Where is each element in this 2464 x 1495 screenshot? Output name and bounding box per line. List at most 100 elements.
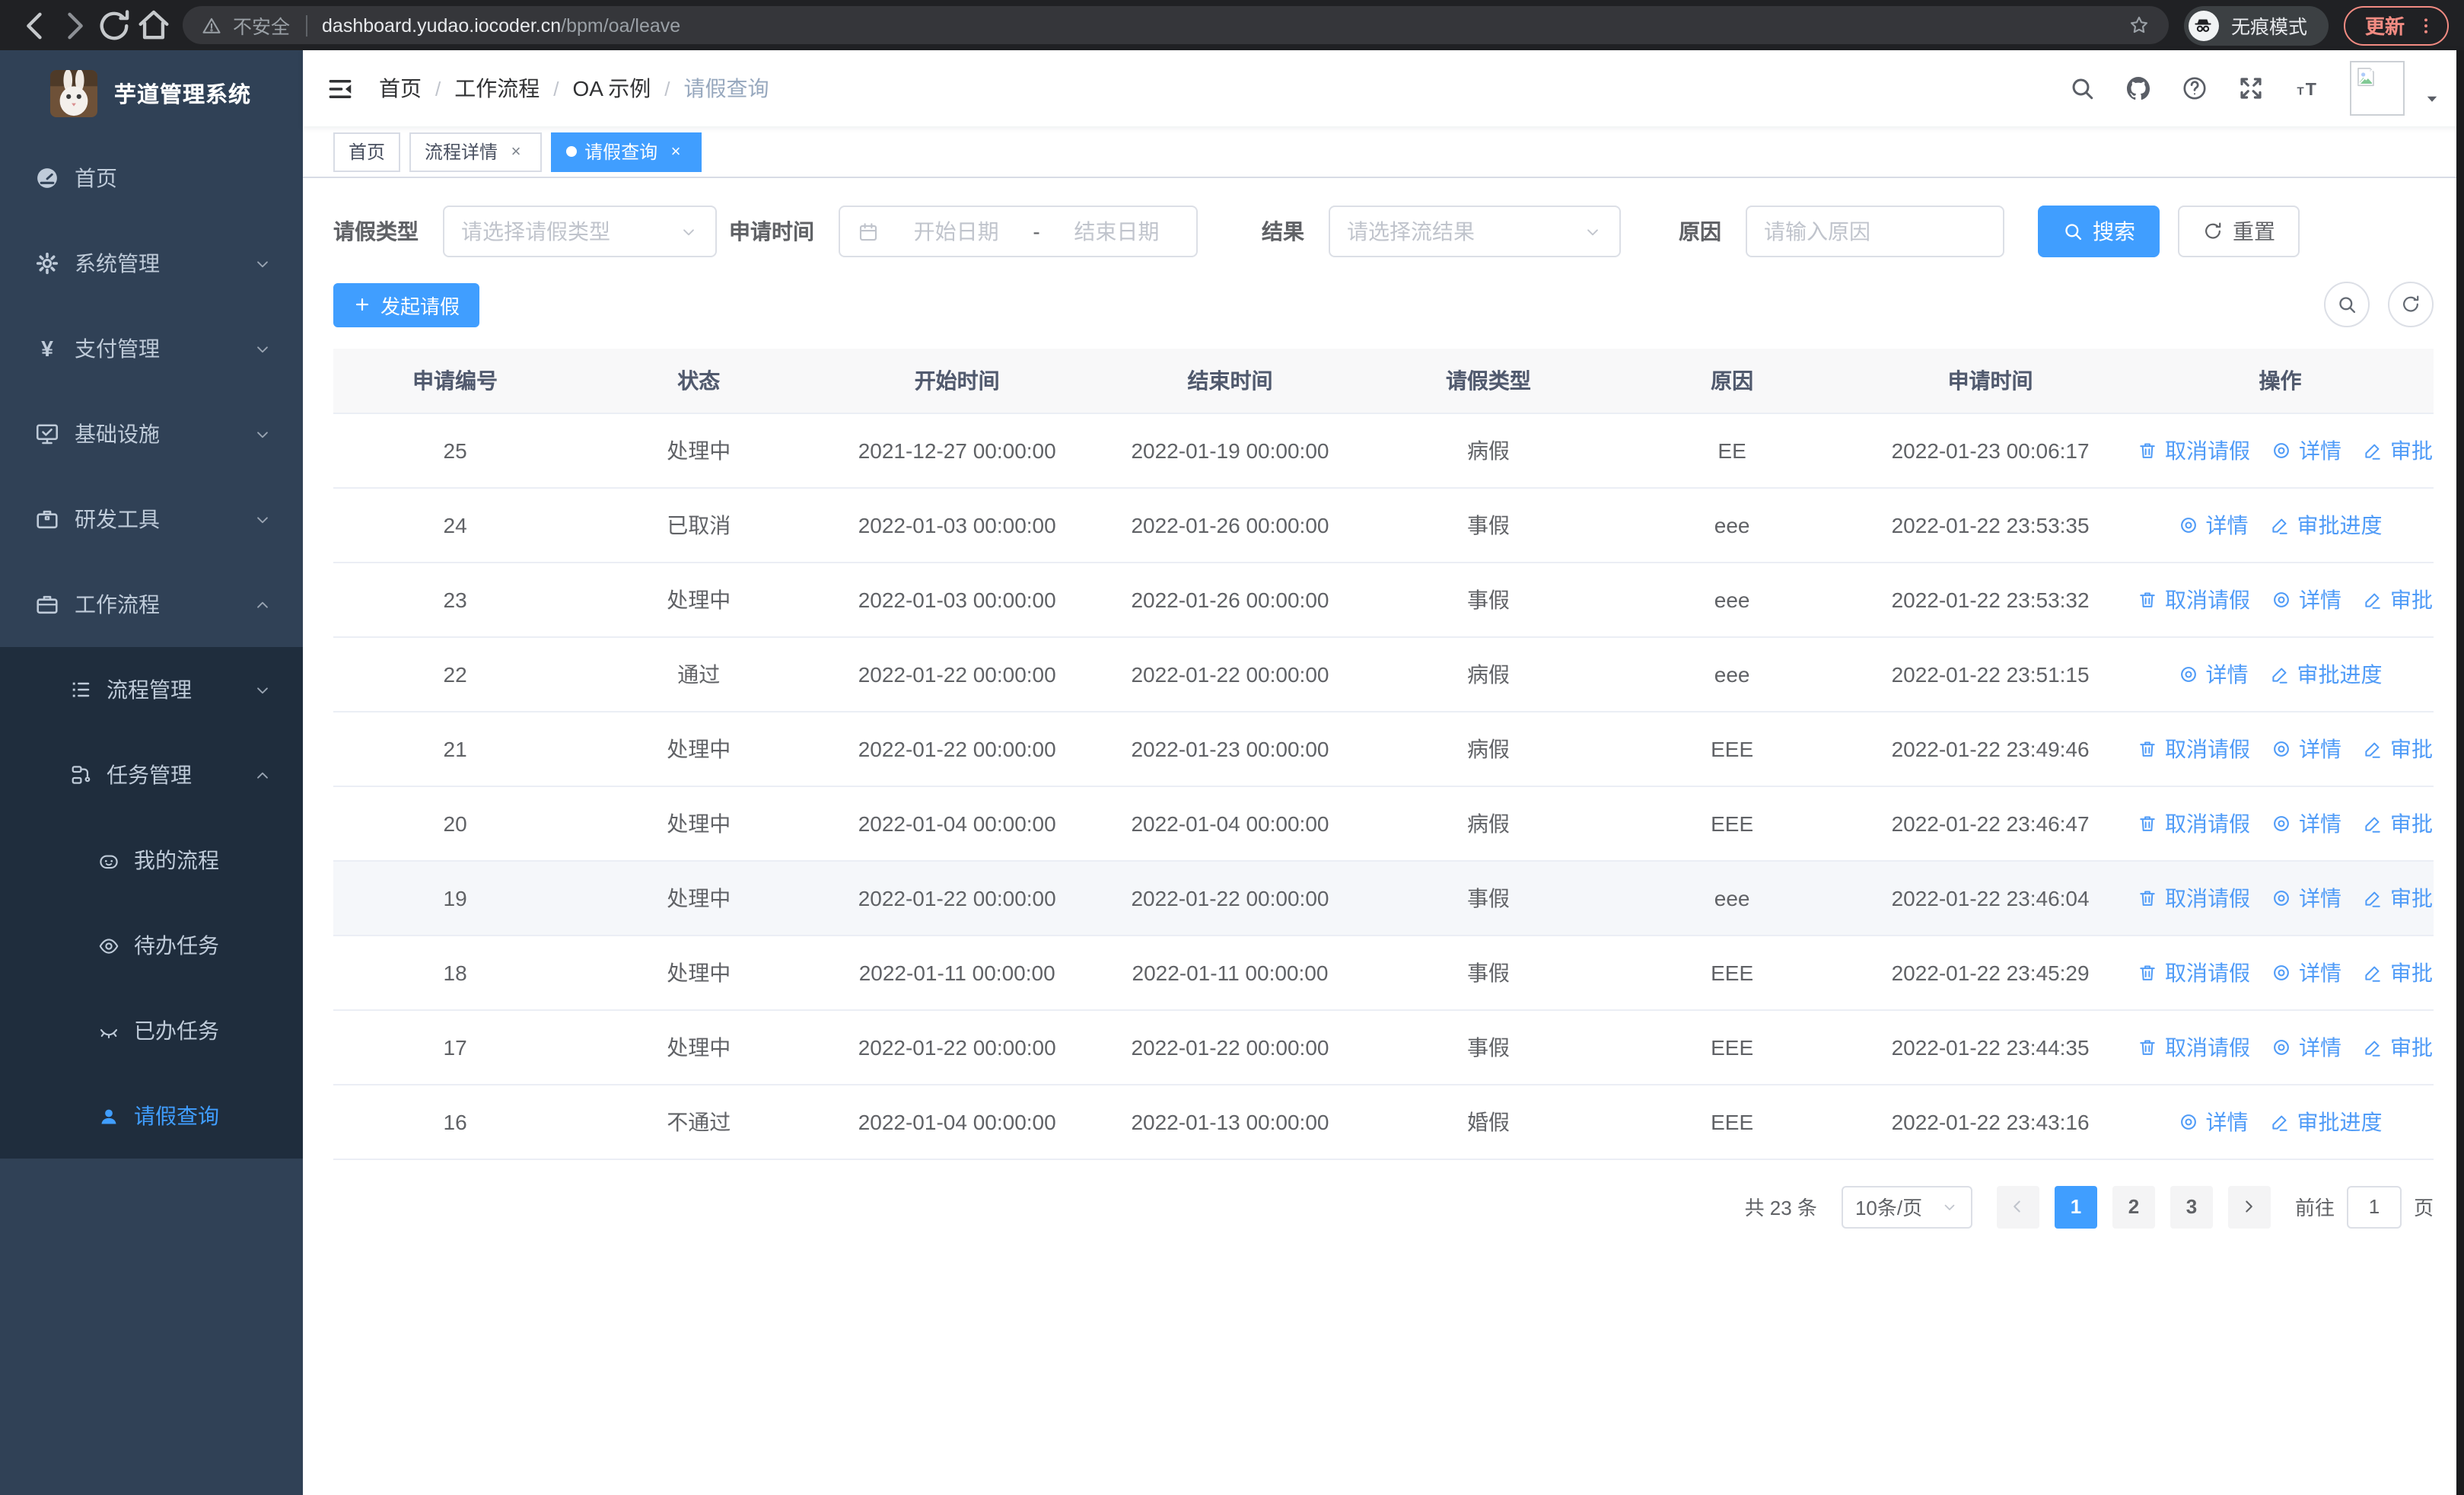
breadcrumb-item[interactable]: 工作流程 [454,76,540,100]
action-cancel-link[interactable]: 取消请假 [2138,808,2250,838]
cell-id: 16 [333,1084,578,1159]
tab-process-detail[interactable]: 流程详情 × [409,132,543,171]
bookmark-star-icon[interactable] [2128,14,2150,37]
action-progress-link[interactable]: 审批进度 [2363,957,2434,987]
window-edge [2456,50,2464,1495]
goto-page-input[interactable] [2346,1185,2402,1228]
sidebar-item-请假查询[interactable]: 请假查询 [0,1073,303,1159]
action-cancel-link[interactable]: 取消请假 [2138,733,2250,763]
sidebar-item-基础设施[interactable]: 基础设施 [0,391,303,477]
action-detail-link[interactable]: 详情 [2178,509,2248,540]
action-cancel-link[interactable]: 取消请假 [2138,584,2250,614]
page-button-1[interactable]: 1 [2054,1185,2097,1228]
gear-icon [33,250,61,277]
browser-forward-icon[interactable] [55,5,94,45]
toggle-search-button[interactable] [2324,282,2370,327]
view-icon [2178,1111,2199,1132]
browser-reload-icon[interactable] [94,5,134,45]
help-icon[interactable] [2172,64,2217,113]
action-progress-link[interactable]: 审批进度 [2363,584,2434,614]
next-page-button[interactable] [2227,1185,2271,1228]
action-progress-link[interactable]: 审批进度 [2363,1031,2434,1062]
action-progress-link[interactable]: 审批进度 [2363,808,2434,838]
action-progress-link[interactable]: 审批进度 [2269,1106,2382,1136]
sidebar-item-我的流程[interactable]: 我的流程 [0,818,303,903]
action-detail-link[interactable]: 详情 [2178,1106,2248,1136]
search-button[interactable]: 搜索 [2038,206,2160,257]
page-size-select[interactable]: 10条/页 [1841,1185,1972,1228]
result-select[interactable]: 请选择流结果 [1329,206,1621,257]
action-cancel-link[interactable]: 取消请假 [2138,957,2250,987]
sidebar-item-已办任务[interactable]: 已办任务 [0,988,303,1073]
reset-button[interactable]: 重置 [2178,206,2300,257]
breadcrumb-separator: / [553,77,559,100]
page-button-3[interactable]: 3 [2170,1185,2213,1228]
breadcrumb-item[interactable]: 首页 [379,76,422,100]
page-button-2[interactable]: 2 [2112,1185,2155,1228]
sidebar-item-研发工具[interactable]: 研发工具 [0,477,303,562]
sidebar-item-系统管理[interactable]: 系统管理 [0,221,303,306]
browser-home-icon[interactable] [134,5,173,45]
action-detail-link[interactable]: 详情 [2271,1031,2341,1062]
breadcrumb-separator: / [435,77,441,100]
update-label[interactable]: 更新 [2364,15,2405,38]
view-icon [2271,887,2293,908]
apply-time-range-picker[interactable]: 开始日期 - 结束日期 [839,206,1198,257]
avatar[interactable] [2350,61,2405,116]
app-logo-bar[interactable]: 芋道管理系统 [0,50,303,135]
action-detail-link[interactable]: 详情 [2271,808,2341,838]
action-progress-link[interactable]: 审批进度 [2363,435,2434,465]
briefcase-icon [33,591,61,618]
sidebar-item-label: 任务管理 [107,763,192,787]
sidebar-item-支付管理[interactable]: ¥ 支付管理 [0,306,303,391]
leave-type-select[interactable]: 请选择请假类型 [443,206,717,257]
browser-back-icon[interactable] [15,5,55,45]
action-cancel-link[interactable]: 取消请假 [2138,882,2250,913]
action-detail-link[interactable]: 详情 [2271,435,2341,465]
create-leave-button[interactable]: 发起请假 [333,282,480,327]
action-label: 审批进度 [2297,512,2383,537]
action-detail-link[interactable]: 详情 [2271,733,2341,763]
action-detail-link[interactable]: 详情 [2271,584,2341,614]
action-cancel-link[interactable]: 取消请假 [2138,435,2250,465]
action-detail-link[interactable]: 详情 [2178,658,2248,689]
sidebar-item-待办任务[interactable]: 待办任务 [0,903,303,988]
fullscreen-icon[interactable] [2228,64,2274,113]
menu-fold-icon[interactable] [326,74,355,103]
close-icon[interactable]: × [511,142,521,161]
cell-status: 已取消 [577,487,821,563]
action-detail-link[interactable]: 详情 [2271,957,2341,987]
address-bar[interactable]: 不安全 dashboard.yudao.iocoder.cn /bpm/oa/l… [183,6,2169,44]
chevron-down-icon [1583,222,1603,241]
action-detail-link[interactable]: 详情 [2271,882,2341,913]
action-progress-link[interactable]: 审批进度 [2363,733,2434,763]
action-progress-link[interactable]: 审批进度 [2269,509,2382,540]
action-label: 审批进度 [2389,587,2434,611]
breadcrumb-item[interactable]: OA 示例 [572,76,651,100]
action-progress-link[interactable]: 审批进度 [2363,882,2434,913]
github-icon[interactable] [2115,64,2161,113]
close-icon[interactable]: × [670,142,681,161]
kebab-menu-icon[interactable] [2415,14,2437,36]
cell-reason: eee [1610,487,1854,563]
browser-update-button[interactable]: 更新 [2343,5,2449,45]
cell-start-time: 2022-01-03 00:00:00 [820,562,1094,637]
reason-input[interactable] [1764,219,1986,244]
search-icon[interactable] [2059,64,2105,113]
action-cancel-link[interactable]: 取消请假 [2138,1031,2250,1062]
tab-home[interactable]: 首页 [333,132,401,171]
sidebar-item-工作流程[interactable]: 工作流程 [0,562,303,647]
sidebar-item-流程管理[interactable]: 流程管理 [0,647,303,732]
security-label[interactable]: 不安全 [233,17,291,38]
search-form: 请假类型 请选择请假类型 申请时间 开始日期 - 结束日期 结果 请选择流结果 [333,206,2434,257]
action-progress-link[interactable]: 审批进度 [2269,658,2382,689]
sidebar-item-任务管理[interactable]: 任务管理 [0,732,303,818]
refresh-table-button[interactable] [2388,282,2434,327]
tab-leave-query[interactable]: 请假查询 × [551,132,702,171]
tags-view-bar: 首页 流程详情 × 请假查询 × [303,126,2464,178]
caret-down-icon[interactable] [2423,90,2441,108]
prev-page-button[interactable] [1996,1185,2039,1228]
sidebar-item-首页[interactable]: 首页 [0,135,303,221]
